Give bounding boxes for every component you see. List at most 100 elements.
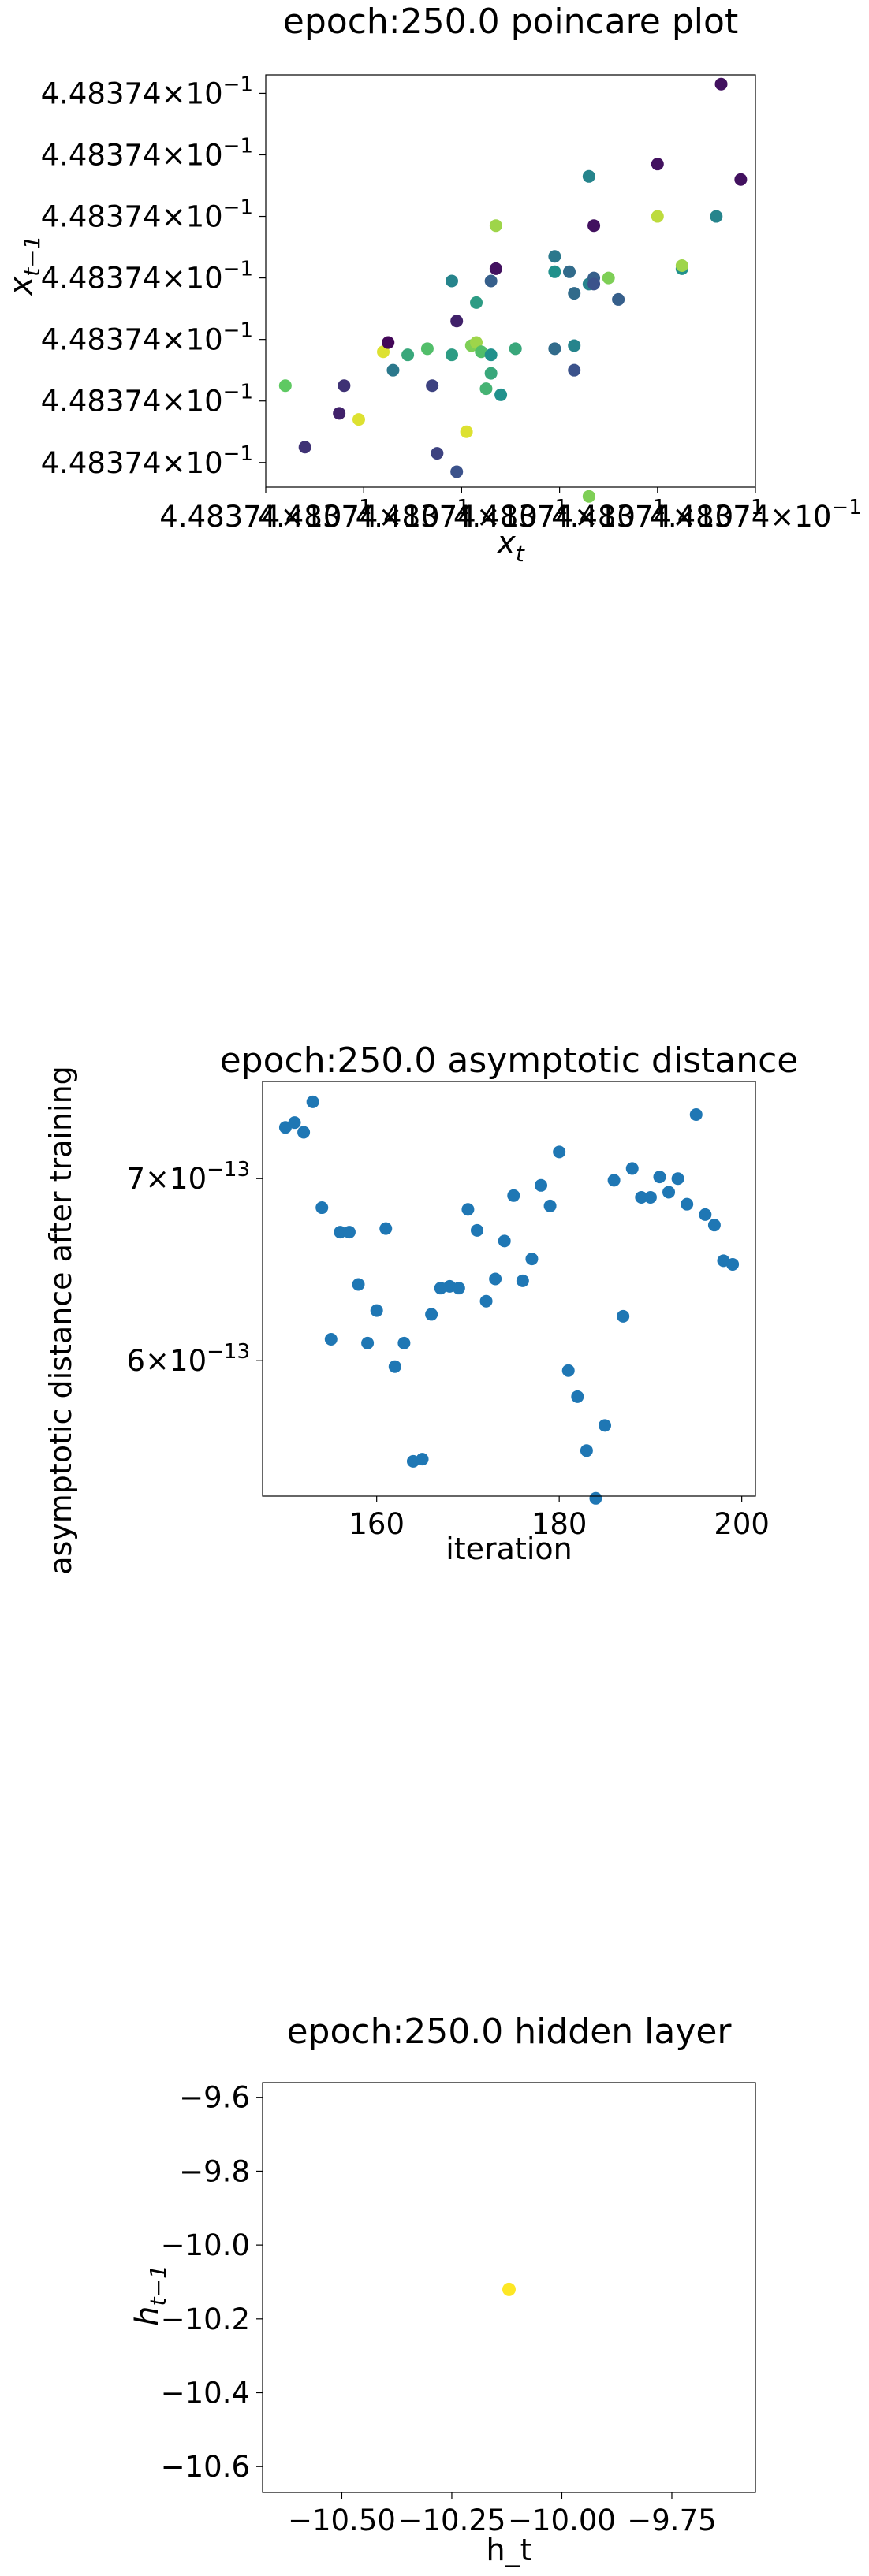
data-point: [379, 1222, 393, 1235]
data-point: [425, 1308, 438, 1321]
data-point: [625, 1162, 639, 1175]
data-point: [653, 1171, 666, 1184]
data-point: [416, 1453, 429, 1466]
y-tick-label: −10.4: [161, 2377, 250, 2410]
y-tick-label: −10.2: [161, 2302, 250, 2336]
data-point: [553, 1145, 566, 1159]
x-tick-label: −10.25: [397, 2503, 505, 2537]
data-point: [671, 1172, 684, 1186]
x-tick-label: 160: [349, 1507, 405, 1541]
y-tick-label: −10.6: [161, 2450, 250, 2484]
data-point: [635, 1190, 648, 1204]
data-point: [334, 1226, 347, 1239]
data-point: [612, 292, 625, 306]
data-point: [452, 1282, 465, 1295]
data-point: [589, 1491, 602, 1505]
data-point: [324, 1332, 338, 1346]
data-point: [689, 1107, 703, 1121]
data-point: [475, 345, 488, 359]
data-point: [431, 447, 444, 460]
data-point: [548, 265, 561, 278]
data-point: [401, 348, 415, 362]
data-point: [675, 259, 688, 272]
data-point: [535, 1178, 548, 1192]
data-point: [470, 336, 483, 349]
y-tick-label: 4.48374×10−1: [41, 319, 253, 357]
data-point: [548, 250, 561, 263]
y-tick-label: −9.8: [179, 2154, 250, 2188]
data-point: [568, 363, 581, 377]
data-point: [587, 277, 601, 291]
data-point: [662, 1186, 676, 1199]
data-point: [278, 379, 292, 393]
chart-title: epoch:250.0 asymptotic distance: [220, 1040, 799, 1081]
x-tick-label: 4.48374×10−1: [356, 496, 568, 534]
axes-frame: [262, 1081, 756, 1497]
asymptotic-chart-panel: epoch:250.0 asymptotic distance 160 180 200…: [0, 1017, 869, 1592]
data-point: [710, 210, 723, 223]
asymptotic-distance-chart: epoch:250.0 asymptotic distance 160 180 200…: [43, 1040, 799, 1575]
data-point: [338, 379, 351, 393]
y-tick-label: 6×10−13: [126, 1340, 250, 1378]
data-point: [568, 339, 581, 352]
y-axis-label: xt−1: [3, 236, 45, 297]
x-tick-label: −10.50: [288, 2503, 396, 2537]
hidden-layer-chart: epoch:250.0 hidden layer −10.50 −10.25 −10.…: [129, 2012, 756, 2567]
y-tick-label: 4.48374×10−1: [41, 381, 253, 419]
data-point: [306, 1095, 319, 1108]
data-point: [563, 265, 576, 278]
data-point: [484, 348, 498, 362]
data-point: [297, 1126, 311, 1139]
data-point: [507, 1189, 520, 1202]
data-point: [516, 1274, 529, 1287]
data-point: [426, 379, 439, 393]
y-tick-label: −9.6: [179, 2081, 250, 2115]
data-point: [714, 77, 728, 91]
x-tick-label: 4.48374×10−1: [649, 496, 861, 534]
data-point: [580, 1444, 593, 1457]
data-point: [450, 465, 464, 478]
data-point: [651, 158, 664, 171]
data-point: [582, 169, 595, 183]
data-point: [489, 1272, 502, 1286]
data-point: [479, 382, 493, 396]
data-point: [388, 1360, 401, 1373]
data-point: [450, 315, 464, 328]
data-point: [599, 1419, 612, 1432]
data-point: [377, 345, 390, 359]
data-point: [726, 1257, 740, 1271]
x-axis-label: xt: [495, 525, 525, 567]
data-point: [484, 367, 498, 380]
data-point: [498, 1234, 511, 1248]
data-point: [461, 1203, 475, 1216]
axes-frame: [265, 74, 756, 488]
x-tick-label: 4.48374×10−1: [159, 496, 371, 534]
x-tick-label: 4.48374×10−1: [453, 496, 666, 534]
poincare-chart: epoch:250.0 poincare plot4.48374×10−14.4…: [3, 2, 862, 567]
x-axis-label: h_t: [487, 2533, 532, 2567]
data-point: [681, 1197, 694, 1211]
x-tick-label: 4.48374×10−1: [257, 496, 469, 534]
data-point: [352, 1278, 365, 1291]
y-axis-label: asymptotic distance after training: [43, 1066, 78, 1575]
data-point: [352, 413, 365, 426]
axes-frame: [262, 2082, 756, 2493]
data-point: [479, 1294, 493, 1308]
data-point: [582, 490, 595, 503]
y-tick-label: 4.48374×10−1: [41, 442, 253, 480]
data-point: [734, 173, 748, 186]
data-point: [484, 274, 498, 288]
data-point: [548, 342, 561, 356]
data-point: [470, 296, 483, 309]
chart-title: epoch:250.0 hidden layer: [286, 2012, 732, 2052]
data-point: [445, 274, 458, 288]
x-tick-label: 180: [531, 1507, 587, 1541]
y-tick-label: 7×10−13: [126, 1158, 250, 1196]
data-point: [298, 441, 311, 454]
data-point: [420, 342, 434, 356]
data-point: [617, 1309, 630, 1323]
data-point: [315, 1201, 329, 1215]
y-tick-label: 4.48374×10−1: [41, 196, 253, 234]
data-point: [397, 1336, 411, 1349]
y-tick-label: 4.48374×10−1: [41, 134, 253, 172]
